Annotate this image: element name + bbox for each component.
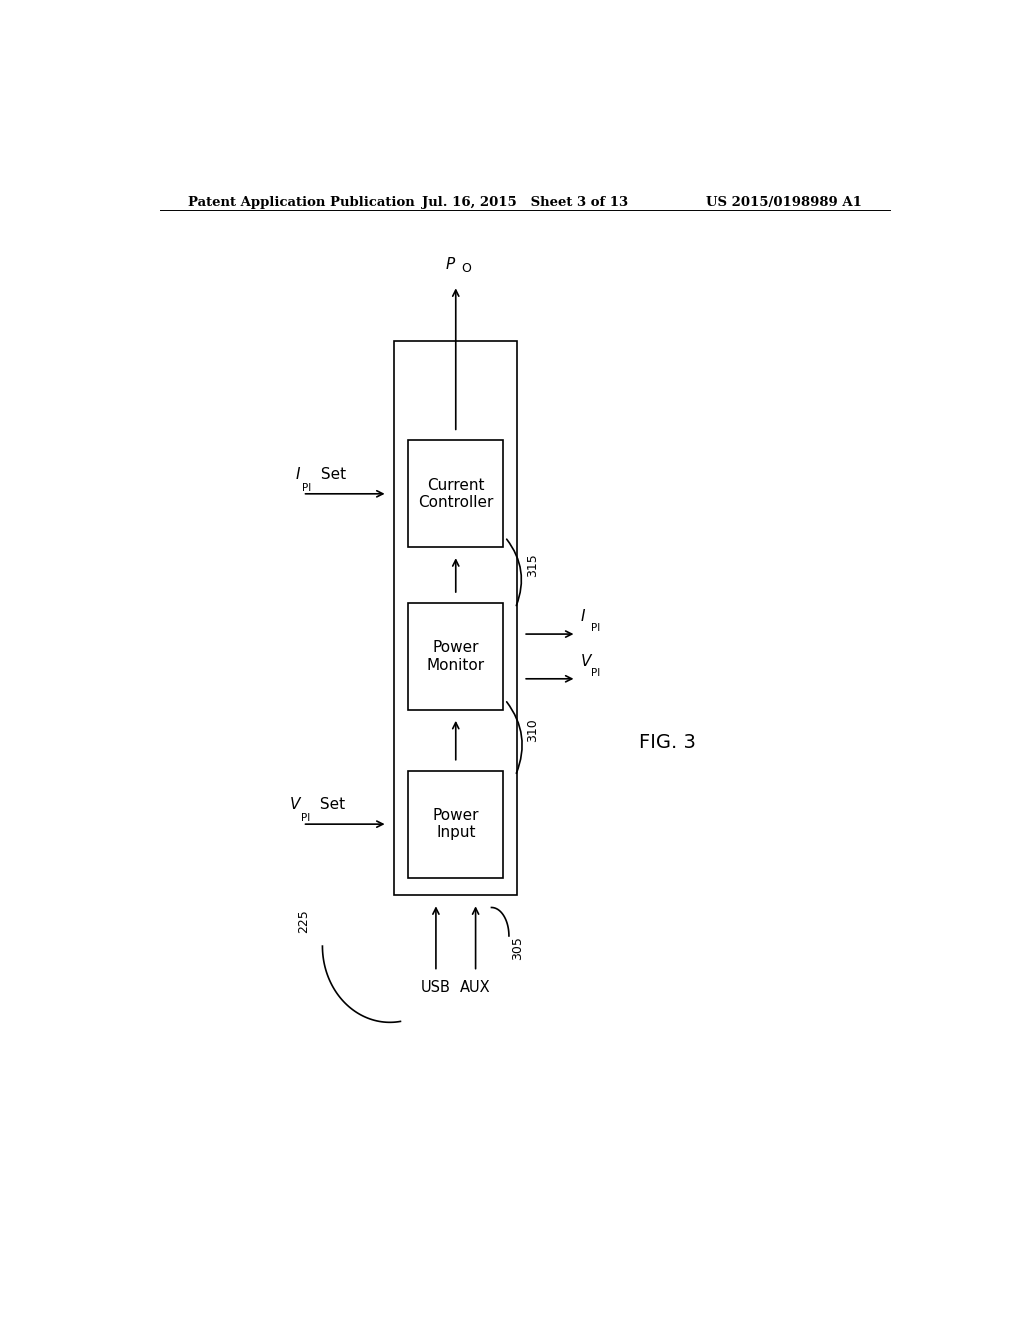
Text: V: V <box>581 653 591 669</box>
Text: I: I <box>296 466 300 482</box>
FancyBboxPatch shape <box>409 603 504 710</box>
Text: USB: USB <box>421 979 451 995</box>
Text: P: P <box>445 257 455 272</box>
Text: Patent Application Publication: Patent Application Publication <box>187 195 415 209</box>
FancyArrowPatch shape <box>507 539 521 606</box>
Text: 315: 315 <box>526 553 540 577</box>
Text: 305: 305 <box>511 936 524 960</box>
FancyBboxPatch shape <box>409 771 504 878</box>
FancyBboxPatch shape <box>394 342 517 895</box>
Text: US 2015/0198989 A1: US 2015/0198989 A1 <box>707 195 862 209</box>
Text: Power
Input: Power Input <box>432 808 479 841</box>
Text: I: I <box>581 609 585 624</box>
Text: 310: 310 <box>526 718 540 742</box>
Text: PI: PI <box>591 668 600 677</box>
Text: Jul. 16, 2015   Sheet 3 of 13: Jul. 16, 2015 Sheet 3 of 13 <box>422 195 628 209</box>
Text: PI: PI <box>591 623 600 634</box>
Text: Set: Set <box>315 797 345 812</box>
Text: FIG. 3: FIG. 3 <box>639 734 696 752</box>
Text: Set: Set <box>316 466 346 482</box>
Text: AUX: AUX <box>460 979 490 995</box>
Text: 225: 225 <box>298 909 310 932</box>
Text: O: O <box>461 263 471 276</box>
FancyArrowPatch shape <box>507 702 522 774</box>
Text: Current
Controller: Current Controller <box>418 478 494 510</box>
Text: Power
Monitor: Power Monitor <box>427 640 484 673</box>
Text: PI: PI <box>301 813 310 824</box>
FancyBboxPatch shape <box>409 441 504 548</box>
Text: PI: PI <box>302 483 311 492</box>
Text: V: V <box>290 797 300 812</box>
